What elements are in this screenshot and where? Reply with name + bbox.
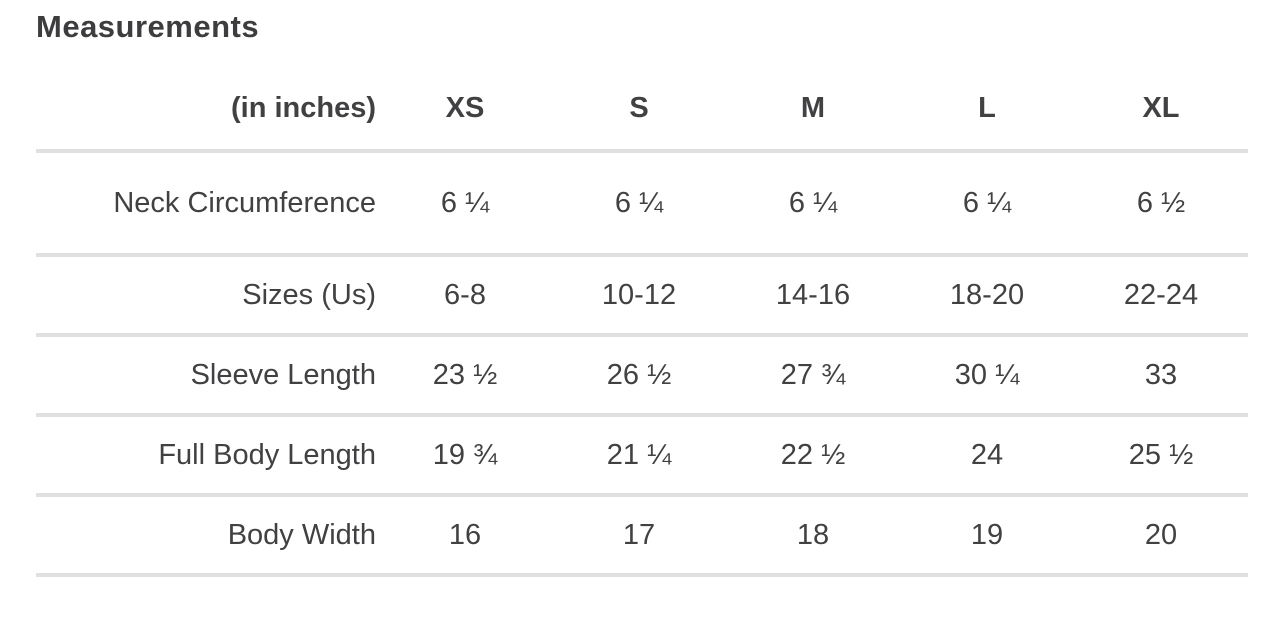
column-header-m: M (800, 91, 826, 124)
row-label-cell: Full Body Length (158, 438, 376, 471)
value-cell: 25 ½ (1128, 438, 1194, 471)
table-row-neck-circumference: Neck Circumference 6 ¼ 6 ¼ 6 ¼ 6 ¼ 6 ½ (36, 151, 1248, 255)
value-cell: 22-24 (1123, 278, 1199, 311)
table-row-sleeve-length: Sleeve Length 23 ½ 26 ½ 27 ¾ 30 ¼ 33 (36, 335, 1248, 415)
value-cell: 33 (1144, 358, 1178, 391)
value-cell: 14-16 (775, 278, 851, 311)
table-row-body-width: Body Width 16 17 18 19 20 (36, 495, 1248, 575)
column-header-l: L (978, 91, 996, 124)
row-label-cell: Sizes (Us) (242, 278, 376, 311)
value-cell: 6 ¼ (788, 186, 838, 219)
value-cell: 30 ¼ (954, 358, 1020, 391)
value-cell: 6 ½ (1136, 186, 1186, 219)
measurements-table: (in inches) XS S M L XL Neck Circumferen… (36, 67, 1248, 577)
value-cell: 27 ¾ (780, 358, 846, 391)
section-title: Measurements (36, 9, 260, 44)
value-cell: 6 ¼ (614, 186, 664, 219)
unit-header-cell: (in inches) (230, 91, 376, 124)
column-header-xl: XL (1142, 91, 1180, 124)
value-cell: 17 (622, 518, 656, 551)
value-cell: 6 ¼ (962, 186, 1012, 219)
value-cell: 6 ¼ (440, 186, 490, 219)
value-cell: 18 (796, 518, 830, 551)
value-cell: 22 ½ (780, 438, 846, 471)
value-cell: 18-20 (949, 278, 1025, 311)
column-header-xs: XS (445, 91, 485, 124)
value-cell: 10-12 (601, 278, 677, 311)
column-header-s: S (629, 91, 649, 124)
table-row-full-body-length: Full Body Length 19 ¾ 21 ¼ 22 ½ 24 25 ½ (36, 415, 1248, 495)
row-label-cell: Neck Circumference (113, 186, 376, 219)
value-cell: 6-8 (444, 278, 486, 311)
value-cell: 16 (448, 518, 482, 551)
table-header-row: (in inches) XS S M L XL (36, 67, 1248, 151)
row-label-cell: Body Width (227, 518, 376, 551)
value-cell: 19 (970, 518, 1004, 551)
value-cell: 21 ¼ (606, 438, 672, 471)
row-label-cell: Sleeve Length (190, 358, 376, 391)
value-cell: 19 ¾ (432, 438, 498, 471)
value-cell: 23 ½ (432, 358, 498, 391)
value-cell: 26 ½ (606, 358, 672, 391)
table-row-sizes-us: Sizes (Us) 6-8 10-12 14-16 18-20 22-24 (36, 255, 1248, 335)
value-cell: 24 (970, 438, 1004, 471)
value-cell: 20 (1144, 518, 1178, 551)
